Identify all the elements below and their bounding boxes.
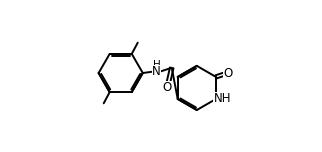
Text: NH: NH <box>213 92 231 105</box>
Text: N: N <box>152 65 161 78</box>
Text: O: O <box>223 67 232 80</box>
Text: O: O <box>163 81 172 94</box>
Text: H: H <box>153 60 161 70</box>
